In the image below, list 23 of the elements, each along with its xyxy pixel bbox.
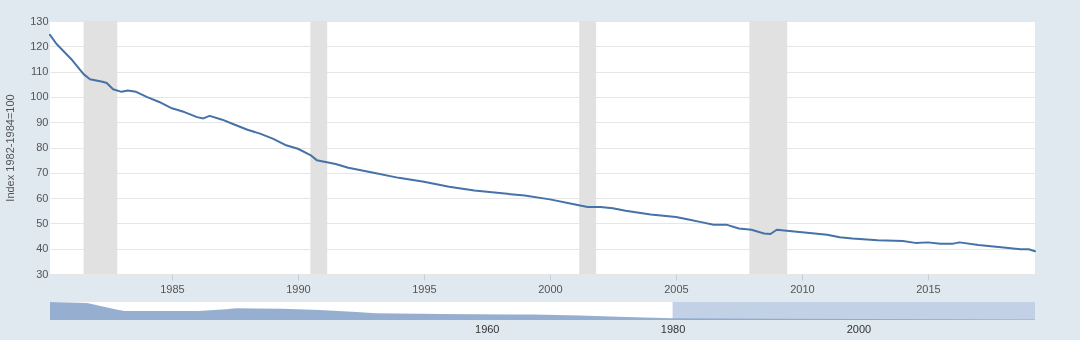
y-tick-label: 100	[30, 90, 49, 103]
x-tick-label: 1960	[475, 322, 500, 335]
y-tick-label: 80	[36, 141, 49, 153]
y-tick-label: 40	[36, 242, 49, 255]
y-tick-label: 90	[36, 115, 49, 128]
x-tick-label: 2010	[790, 282, 815, 295]
x-tick-label: 2000	[846, 322, 872, 335]
line-series	[49, 33, 1036, 253]
x-tick-label: 2015	[916, 282, 941, 295]
x-tick-label: 1990	[286, 282, 311, 295]
y-tick-label: 70	[36, 166, 49, 179]
y-tick-label: 110	[30, 65, 49, 78]
x-tick-label: 2000	[538, 282, 563, 295]
y-tick-label: 120	[30, 39, 49, 52]
x-tick-label: 1980	[660, 322, 686, 335]
x-tick-label: 2005	[664, 282, 689, 295]
y-tick-label: 50	[36, 216, 49, 229]
y-tick-label: 130	[30, 14, 49, 27]
y-axis-title: Index 1982-1984=100	[4, 94, 17, 202]
x-tick-label: 1985	[160, 282, 185, 295]
y-tick-label: 30	[36, 267, 49, 280]
x-tick-label: 1995	[412, 282, 437, 295]
y-tick-label: 60	[36, 191, 49, 204]
